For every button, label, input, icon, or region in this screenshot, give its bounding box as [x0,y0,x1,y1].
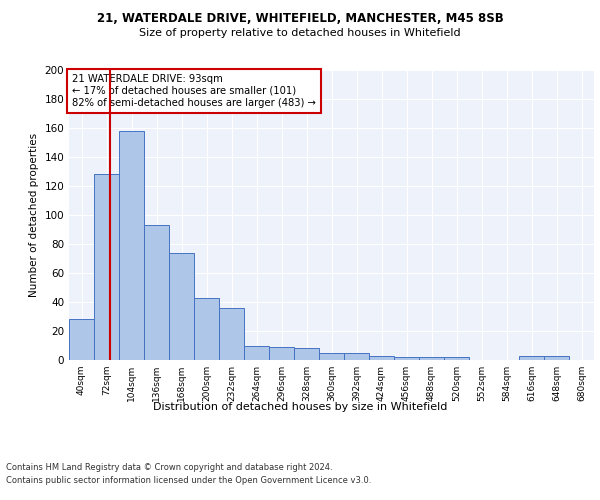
Bar [519,356,544,360]
Text: 21 WATERDALE DRIVE: 93sqm
← 17% of detached houses are smaller (101)
82% of semi: 21 WATERDALE DRIVE: 93sqm ← 17% of detac… [71,74,316,108]
Bar [444,357,469,360]
Bar [269,347,294,360]
Text: Contains HM Land Registry data © Crown copyright and database right 2024.: Contains HM Land Registry data © Crown c… [6,462,332,471]
Bar [419,357,444,360]
Bar [144,225,169,360]
Bar [544,356,569,360]
Bar [319,353,344,360]
Text: Distribution of detached houses by size in Whitefield: Distribution of detached houses by size … [153,402,447,412]
Bar [369,356,394,360]
Bar [294,348,319,360]
Bar [194,298,219,360]
Bar [119,131,144,360]
Bar [219,308,244,360]
Text: 21, WATERDALE DRIVE, WHITEFIELD, MANCHESTER, M45 8SB: 21, WATERDALE DRIVE, WHITEFIELD, MANCHES… [97,12,503,26]
Bar [394,357,419,360]
Bar [169,252,194,360]
Bar [69,320,94,360]
Bar [244,346,269,360]
Bar [94,174,119,360]
Text: Size of property relative to detached houses in Whitefield: Size of property relative to detached ho… [139,28,461,38]
Bar [344,353,369,360]
Y-axis label: Number of detached properties: Number of detached properties [29,133,39,297]
Text: Contains public sector information licensed under the Open Government Licence v3: Contains public sector information licen… [6,476,371,485]
